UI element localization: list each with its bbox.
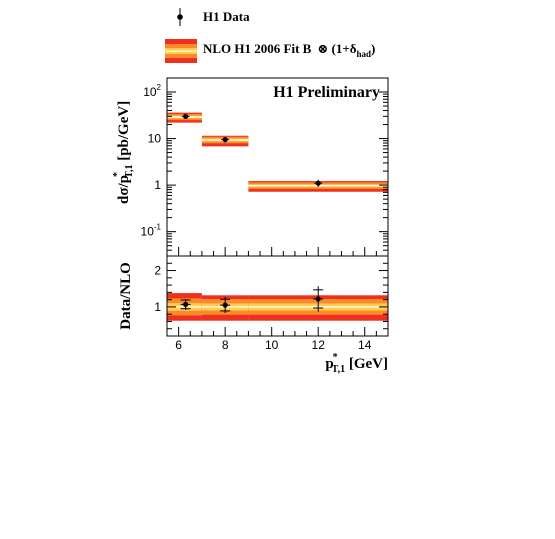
ratio-axis-ticks	[167, 255, 389, 337]
top-y-tick-label: 10-1	[141, 223, 162, 239]
x-tick-label: 10	[265, 338, 279, 352]
top-y-tick-label: 10	[148, 132, 162, 146]
ratio-nlo-bands	[167, 293, 388, 321]
ratio-data-point	[220, 297, 231, 314]
cross-section-panel: 102 10 1 10-1 H1 Preliminary dσ/p*T,1 [pb/G…	[112, 77, 389, 257]
top-y-axis-label: dσ/p*T,1 [pb/GeV]	[112, 101, 135, 204]
legend-nlo-swatch	[165, 39, 197, 63]
x-tick-label: 14	[358, 338, 372, 352]
ratio-y-tick-label: 1	[154, 300, 161, 314]
ratio-data-points	[180, 286, 324, 314]
legend-nlo-label: NLO H1 2006 Fit B ⊗ (1+δhad)	[203, 41, 375, 59]
top-y-tick-label: 1	[154, 178, 161, 192]
ratio-data-point	[313, 286, 324, 312]
x-tick-label: 8	[222, 338, 229, 352]
top-data-points	[181, 113, 323, 187]
top-data-point	[314, 179, 323, 187]
ratio-y-tick-labels: 21	[154, 264, 161, 314]
ratio-data-point	[180, 298, 191, 310]
preliminary-tag: H1 Preliminary	[273, 84, 380, 101]
x-axis-label: p* T,1 [GeV]	[325, 352, 388, 375]
top-nlo-bands	[167, 112, 388, 192]
top-data-point	[181, 113, 190, 119]
top-y-tick-label: 102	[143, 83, 161, 99]
top-data-point	[221, 136, 230, 143]
top-y-tick-labels: 102 10 1 10-1	[141, 83, 162, 239]
x-tick-label: 6	[175, 338, 182, 352]
legend: H1 Data NLO H1 2006 Fit B ⊗ (1+δhad)	[165, 8, 375, 63]
top-axis-ticks	[167, 77, 389, 257]
legend-data-marker	[177, 14, 183, 20]
ratio-panel: 21 Data/NLO	[118, 255, 389, 337]
ratio-y-tick-label: 2	[154, 264, 161, 278]
top-frame	[166, 77, 389, 257]
x-tick-label: 12	[312, 338, 326, 352]
x-tick-labels: 6 8 10 12 14	[175, 338, 371, 352]
ratio-y-axis-label: Data/NLO	[118, 262, 134, 330]
legend-data-label: H1 Data	[203, 9, 250, 24]
ratio-frame	[166, 255, 389, 337]
